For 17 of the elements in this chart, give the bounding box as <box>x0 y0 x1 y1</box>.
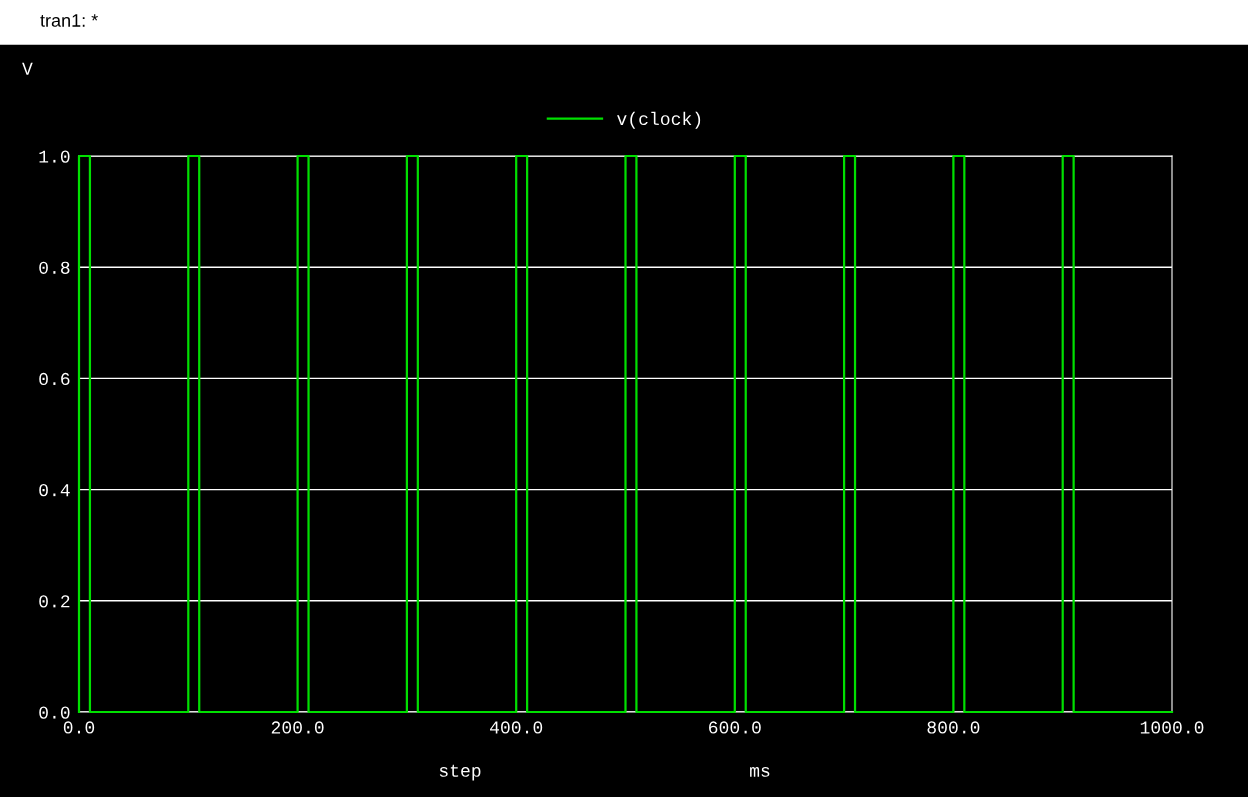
y-axis-title: V <box>22 62 33 75</box>
text: ms <box>750 766 770 777</box>
y-tick-label: 1.0 <box>39 150 70 163</box>
x-tick-label: 600.0 <box>709 721 761 734</box>
y-tick-label: 0.2 <box>39 595 70 608</box>
x-tick-label: 200.0 <box>271 721 324 734</box>
x-axis-title: step <box>439 764 481 781</box>
x-tick-label: 400.0 <box>490 721 543 734</box>
legend-label: v(clock) <box>617 111 701 129</box>
y-tick-label: 0.8 <box>39 261 70 274</box>
x-tick-label: 0.0 <box>63 721 95 734</box>
y-tick-label: 0.6 <box>39 372 70 386</box>
chart-title: tran1: * <box>40 14 98 27</box>
x-tick-label: 800.0 <box>927 721 980 734</box>
y-tick-label: 0.0 <box>39 706 70 719</box>
x-tick-label: 1000.0 <box>1140 721 1204 734</box>
y-tick-label: 0.4 <box>39 484 70 497</box>
